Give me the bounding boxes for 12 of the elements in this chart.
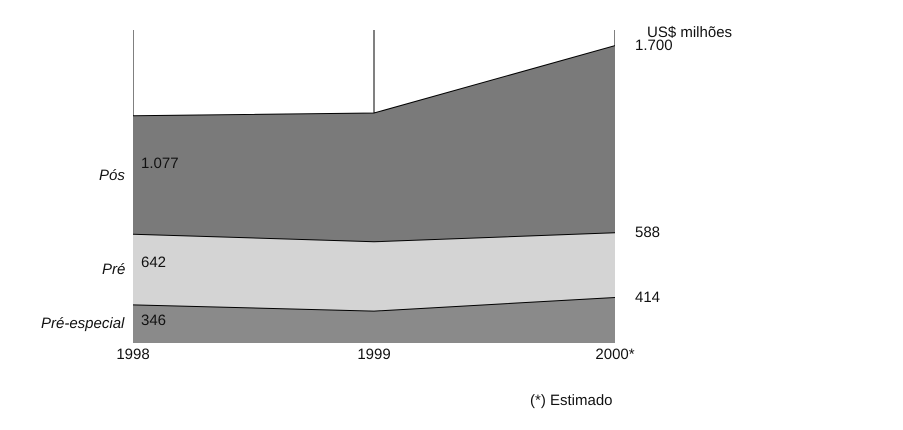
- x-tick-label: 1999: [357, 346, 391, 363]
- x-tick-label: 2000*: [595, 346, 635, 363]
- data-label: 588: [635, 224, 660, 241]
- series-label: Pré-especial: [41, 315, 126, 332]
- data-label: 346: [141, 312, 166, 329]
- text: (*) Estimado: [530, 392, 613, 409]
- x-tick-label: 1998: [116, 346, 150, 363]
- series-label: Pós: [99, 167, 126, 184]
- series-label: Pré: [102, 261, 126, 278]
- data-label: 642: [141, 254, 166, 271]
- data-label: 1.077: [141, 155, 179, 172]
- data-label: 414: [635, 289, 660, 306]
